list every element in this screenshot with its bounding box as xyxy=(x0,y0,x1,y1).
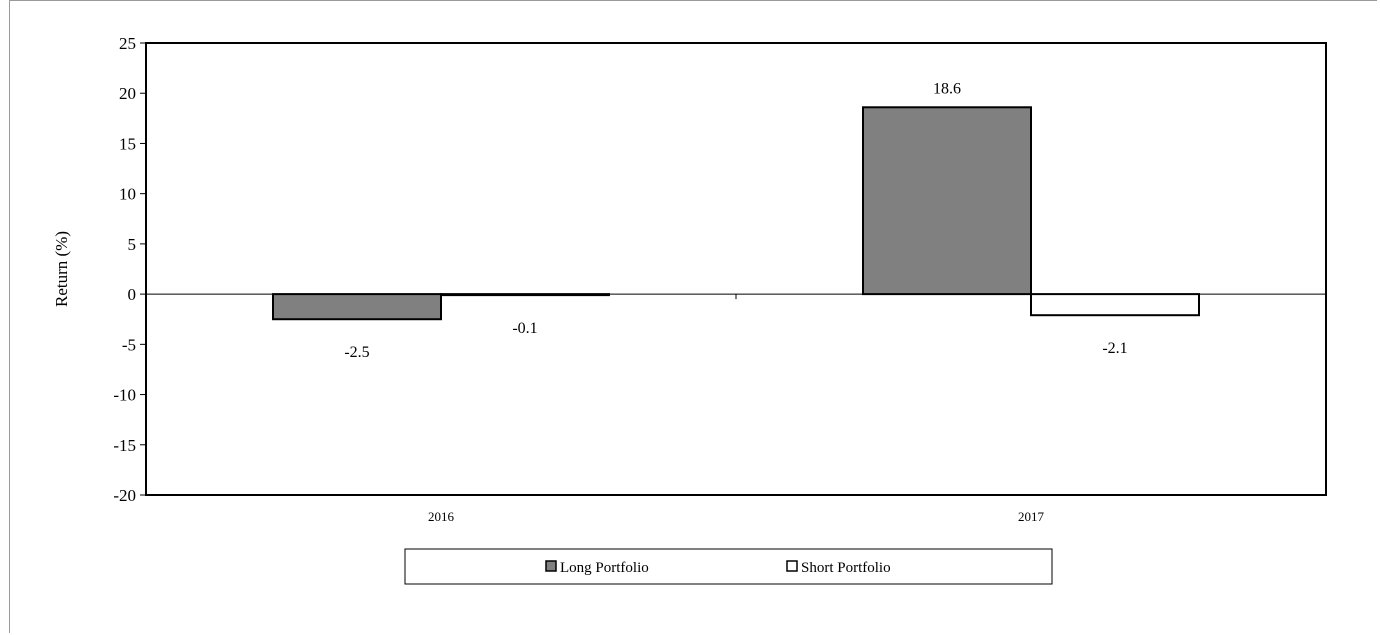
legend-swatch xyxy=(786,560,798,572)
y-tick-label: -5 xyxy=(122,335,136,354)
y-tick-label: 0 xyxy=(128,285,137,304)
y-tick-label: 15 xyxy=(119,134,136,153)
data-label: -2.5 xyxy=(344,344,369,361)
bar xyxy=(1030,293,1200,317)
y-tick-label: 5 xyxy=(128,235,137,254)
y-tick-label: -15 xyxy=(113,436,136,455)
data-label: 18.6 xyxy=(933,80,961,97)
legend-label: Short Portfolio xyxy=(801,560,891,576)
y-axis-label: Return (%) xyxy=(52,231,71,307)
data-label: -0.1 xyxy=(512,320,537,337)
legend-label: Long Portfolio xyxy=(560,560,649,576)
y-tick-label: -10 xyxy=(113,386,136,405)
chart-frame xyxy=(9,0,1377,633)
x-tick-label: 2016 xyxy=(428,509,455,524)
x-tick-label: 2017 xyxy=(1018,509,1045,524)
bar xyxy=(862,106,1032,296)
plot-area-border xyxy=(145,42,1327,496)
bar xyxy=(440,293,610,297)
y-tick-label: 10 xyxy=(119,185,136,204)
data-label: -2.1 xyxy=(1102,340,1127,357)
legend-box xyxy=(404,548,1053,585)
y-tick-label: 20 xyxy=(119,84,136,103)
bar xyxy=(272,293,442,321)
legend-swatch xyxy=(545,560,557,572)
y-tick-label: 25 xyxy=(119,34,136,53)
y-tick-label: -20 xyxy=(113,486,136,505)
